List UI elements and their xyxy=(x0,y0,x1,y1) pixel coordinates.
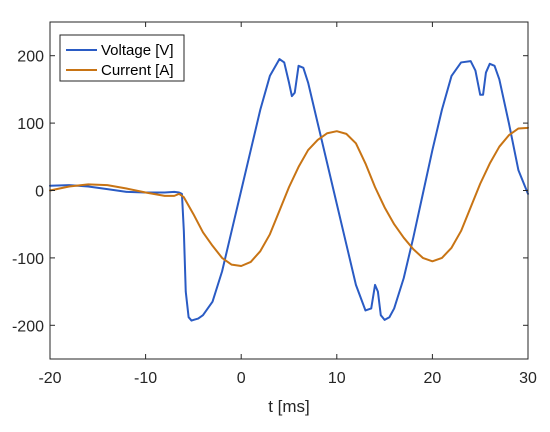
y-tick-label: -200 xyxy=(12,318,44,335)
y-tick-label: -100 xyxy=(12,251,44,268)
x-tick-label: -20 xyxy=(38,370,61,387)
x-tick-label: 20 xyxy=(424,370,442,387)
legend-box xyxy=(59,34,185,82)
y-tick-label: 200 xyxy=(17,49,44,66)
legend-label-current: Current [A] xyxy=(101,62,174,79)
series-line-current xyxy=(49,126,529,267)
x-tick-label: 0 xyxy=(237,370,246,387)
series-line-voltage xyxy=(49,58,529,322)
x-tick-label: -10 xyxy=(134,370,157,387)
legend: Voltage [V] Current [A] xyxy=(59,34,185,82)
legend-label-voltage: Voltage [V] xyxy=(101,42,174,59)
y-tick-label: 0 xyxy=(35,184,44,201)
y-tick-label: 100 xyxy=(17,116,44,133)
x-tick-label: 30 xyxy=(519,370,537,387)
x-tick-label: 10 xyxy=(328,370,346,387)
series-layer xyxy=(49,58,529,322)
x-axis-label: t [ms] xyxy=(268,397,310,416)
